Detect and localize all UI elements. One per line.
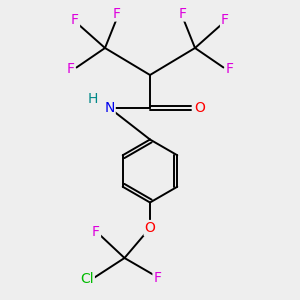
- Text: F: F: [67, 62, 74, 76]
- Text: F: F: [154, 271, 161, 284]
- Text: F: F: [113, 7, 121, 20]
- Text: O: O: [145, 221, 155, 235]
- Text: Cl: Cl: [80, 272, 94, 286]
- Text: F: F: [71, 13, 79, 26]
- Text: N: N: [104, 101, 115, 115]
- Text: H: H: [88, 92, 98, 106]
- Text: O: O: [194, 101, 205, 115]
- Text: F: F: [179, 7, 187, 20]
- Text: F: F: [221, 13, 229, 26]
- Text: F: F: [226, 62, 233, 76]
- Text: F: F: [92, 225, 100, 238]
